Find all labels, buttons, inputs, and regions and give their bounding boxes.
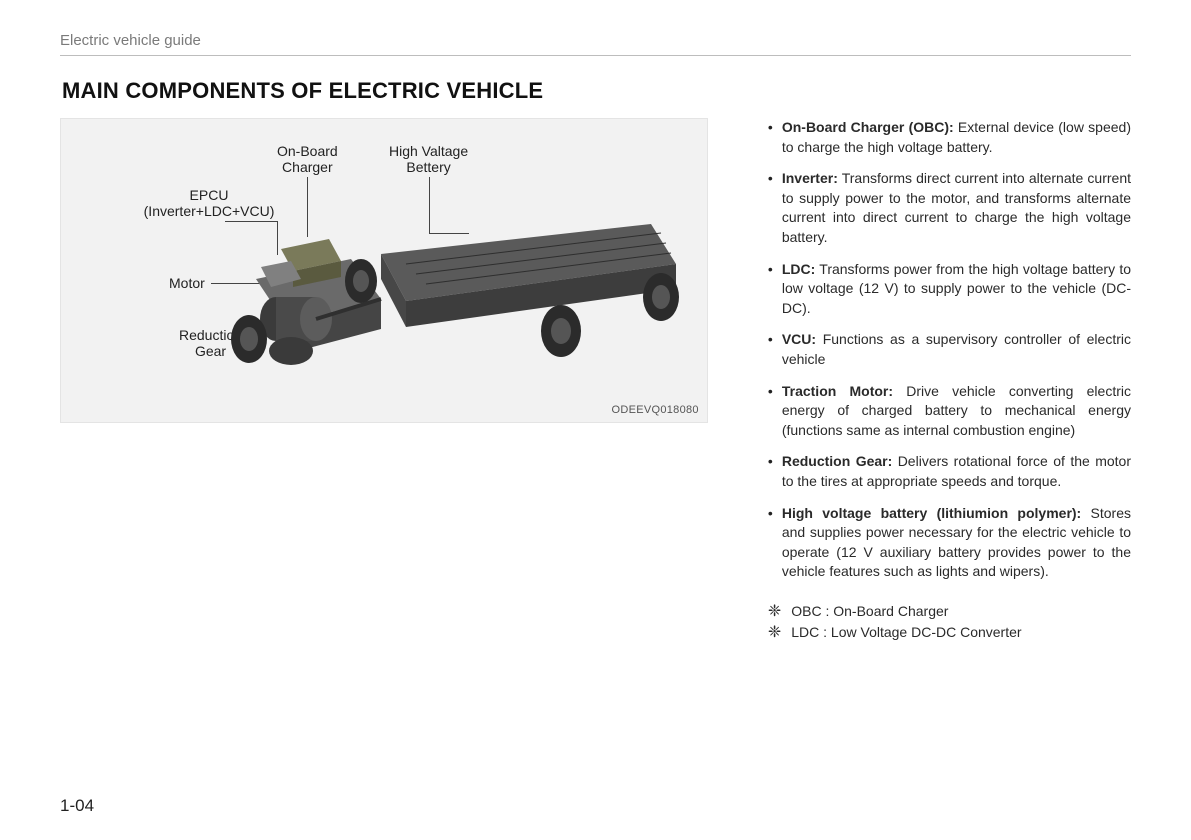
desc: Transforms power from the high voltage b…	[782, 261, 1131, 316]
term: VCU:	[782, 331, 816, 347]
label-motor: Motor	[169, 275, 205, 291]
components-diagram: On-Board Charger High Valtage Bettery EP…	[60, 118, 708, 423]
label-text: Bettery	[406, 159, 450, 175]
footnote-text: OBC : On-Board Charger	[791, 602, 948, 622]
label-text: High Valtage	[389, 143, 468, 159]
term: Inverter:	[782, 170, 838, 186]
snowflake-icon: ❈	[768, 625, 781, 641]
label-text: Gear	[195, 343, 226, 359]
list-item: Reduction Gear: Delivers rotational forc…	[768, 452, 1131, 491]
list-item: VCU: Functions as a supervisory controll…	[768, 330, 1131, 369]
label-text: Motor	[169, 275, 205, 291]
page-number: 1-04	[60, 796, 94, 816]
term: High voltage battery (lithiumion polymer…	[782, 505, 1081, 521]
definitions-column: On-Board Charger (OBC): External device …	[768, 118, 1131, 645]
snowflake-icon: ❈	[768, 604, 781, 620]
term: Traction Motor:	[782, 383, 893, 399]
diagram-code: ODEEVQ018080	[611, 404, 698, 416]
header-divider	[60, 55, 1131, 56]
chassis-illustration	[231, 219, 691, 394]
label-on-board-charger: On-Board Charger	[277, 143, 338, 175]
term: Reduction Gear:	[782, 453, 892, 469]
label-text: On-Board	[277, 143, 338, 159]
footnotes: ❈ OBC : On-Board Charger ❈ LDC : Low Vol…	[768, 602, 1131, 643]
desc: Functions as a supervisory controller of…	[782, 331, 1131, 367]
definition-list: On-Board Charger (OBC): External device …	[768, 118, 1131, 582]
footnote-line: ❈ LDC : Low Voltage DC-DC Converter	[768, 623, 1131, 643]
list-item: LDC: Transforms power from the high volt…	[768, 260, 1131, 319]
content-row: On-Board Charger High Valtage Bettery EP…	[60, 118, 1131, 645]
list-item: High voltage battery (lithiumion polymer…	[768, 504, 1131, 582]
label-text: EPCU	[190, 187, 229, 203]
label-text: Charger	[282, 159, 333, 175]
list-item: On-Board Charger (OBC): External device …	[768, 118, 1131, 157]
footnote-line: ❈ OBC : On-Board Charger	[768, 602, 1131, 622]
term: LDC:	[782, 261, 815, 277]
label-text: (Inverter+LDC+VCU)	[144, 203, 275, 219]
term: On-Board Charger (OBC):	[782, 119, 954, 135]
list-item: Traction Motor: Drive vehicle converting…	[768, 382, 1131, 441]
page: Electric vehicle guide MAIN COMPONENTS O…	[0, 0, 1191, 840]
footnote-text: LDC : Low Voltage DC-DC Converter	[791, 623, 1021, 643]
page-title: MAIN COMPONENTS OF ELECTRIC VEHICLE	[62, 78, 1131, 104]
list-item: Inverter: Transforms direct current into…	[768, 169, 1131, 247]
label-high-voltage-battery: High Valtage Bettery	[389, 143, 468, 175]
section-header: Electric vehicle guide	[60, 32, 1131, 55]
chassis-svg	[231, 219, 691, 394]
label-epcu: EPCU (Inverter+LDC+VCU)	[144, 187, 275, 219]
